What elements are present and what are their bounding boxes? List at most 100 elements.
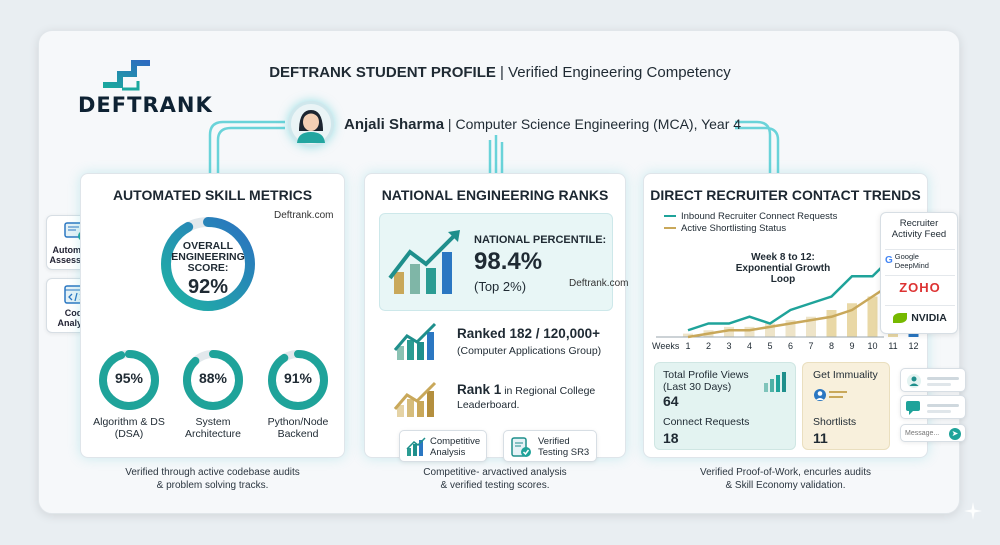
company-zoho[interactable]: ZOHO [885,275,955,299]
legend-item-inbound: Inbound Recruiter Connect Requests [664,211,837,223]
nvidia-eye-icon [893,312,908,323]
ranks-caption: Competitive- arvactived analysis & verif… [364,466,626,492]
skill-label-backend: Python/Node Backend [250,416,346,440]
company-name: Google DeepMind [894,251,929,270]
growth-chart-icon [388,230,460,294]
line-placeholder [927,377,959,380]
chip-line1: Verified [538,436,570,447]
regional-rank-line2: Leaderboard. [457,399,520,411]
verified-document-icon [511,437,531,457]
mini-bar-chart-icon [764,372,786,392]
label-line2: Backend [277,428,319,440]
card-title: NATIONAL ENGINEERING RANKS [381,187,609,203]
chip-label-2: Analysis [57,318,95,328]
x-axis-title: Weeks [652,341,680,351]
avatar[interactable] [288,101,334,147]
chip-line1: Competitive [430,436,481,447]
chart-bar-week-7 [806,316,816,337]
views-label-line2: (Last 30 Days) [663,381,732,393]
verified-testing-chip[interactable]: Verified Testing SR3 [503,430,597,462]
recruiter-activity-feed[interactable]: Recruiter Activity Feed G Google DeepMind… [880,212,958,334]
feed-title: Recruiter Activity Feed [881,218,957,240]
x-tick-label: 10 [867,341,878,351]
label-line1: System [195,416,231,428]
company-nvidia[interactable]: NVIDIA [885,305,955,329]
percentile-value: 98.4% [474,248,543,275]
skill-value-architecture: 88% [198,370,228,386]
line-placeholder [927,383,951,386]
chart-bar-week-5 [765,323,775,337]
watermark: Deftrank.com [569,278,629,289]
percentile-top: (Top 2%) [474,279,527,294]
page-title-sub: | Verified Engineering Competency [495,64,731,81]
caption-line2: & Skill Economy validation. [725,480,846,491]
x-tick-label: 7 [808,341,814,351]
line-placeholder [927,404,959,407]
x-tick-label: 12 [908,341,919,351]
ranked-sub: (Computer Applications Group) [457,345,602,357]
message-input[interactable] [905,428,949,439]
notification-chip-user[interactable] [900,368,966,392]
chip-line2: Analysis [430,447,466,458]
x-tick-label: 6 [787,341,793,351]
student-details: | Computer Science Engineering (MCA), Ye… [444,115,742,132]
legend-label: Inbound Recruiter Connect Requests [681,211,838,222]
immuality-label: Get Immuality [813,369,878,381]
caption-line2: & verified testing scores. [440,480,550,491]
skill-ring-backend [268,350,328,410]
recruiter-caption: Verified Proof-of-Work, encurles audits … [643,466,928,492]
label-line2: (DSA) [114,428,144,440]
caption-line1: Competitive- arvactived analysis [423,467,567,478]
profile-card-icon [814,389,847,401]
competitive-analysis-chip[interactable]: Competitive Analysis [399,430,487,462]
connect-value: 18 [663,430,679,446]
profile-text: Anjali Sharma | Computer Science Enginee… [344,116,741,133]
overall-score-label: OVERALL ENGINEERING SCORE: [158,241,258,274]
profile-views-box: Total Profile Views (Last 30 Days) 64 Co… [654,362,796,450]
student-name: Anjali Sharma [344,115,445,133]
company-name: ZOHO [899,280,941,295]
notification-chip-chat[interactable] [900,395,966,419]
chart-bar-week-8 [826,310,837,337]
chart-line-inbound [687,228,915,332]
card-title: AUTOMATED SKILL METRICS [112,187,313,203]
chart-bar-week-6 [785,320,796,337]
watermark: Deftrank.com [274,210,334,221]
company-name: NVIDIA [911,311,947,324]
skill-metrics-card: AUTOMATED SKILL METRICS Deftrank.com OVE… [80,173,345,458]
message-composer[interactable]: ➤ [900,424,966,442]
skill-label-architecture: System Architecture [165,416,261,440]
skill-value-dsa: 95% [114,370,144,386]
label-line1: Algorithm & DS [93,416,165,428]
chart-line-shortlisting [687,268,915,339]
student-profile: Anjali Sharma | Computer Science Enginee… [288,101,741,147]
send-icon[interactable]: ➤ [949,428,961,440]
sparkle-icon [964,502,982,520]
shortlists-label: Shortlists [813,416,857,428]
chart-bar-week-4 [744,326,755,337]
regional-rank-chart-icon [393,381,437,417]
growth-annotation: Week 8 to 12: Exponential Growth Loop [718,252,848,285]
ranked-main: Ranked 182 / 120,000+ [457,326,600,341]
chip-label-2: Assessment [49,255,103,265]
chip-line2: Testing SR3 [538,447,590,458]
company-google-deepmind[interactable]: G Google DeepMind [885,249,955,271]
label-line2: Architecture [184,428,242,440]
x-tick-label: 3 [726,341,732,351]
rank1-bold: Rank 1 [457,382,502,397]
chart-bar-week-1 [683,333,693,337]
user-icon [907,374,921,388]
feed-title-line2: Activity Feed [891,229,947,240]
percentile-label: NATIONAL PERCENTILE: [474,234,607,246]
chip-label-1: Automated [52,245,100,255]
rank1-rest: in Regional College [501,385,596,397]
views-value: 64 [663,393,679,409]
bar-chart-icon [406,437,426,456]
views-label-line1: Total Profile Views [663,369,749,381]
x-tick-label: 8 [828,341,834,351]
skills-caption: Verified through active codebase audits … [80,466,345,492]
x-tick-label: 5 [767,341,773,351]
caption-line1: Verified Proof-of-Work, encurles audits [699,467,871,478]
chart-bar-week-10 [867,296,878,337]
shortlists-value: 11 [813,430,828,446]
